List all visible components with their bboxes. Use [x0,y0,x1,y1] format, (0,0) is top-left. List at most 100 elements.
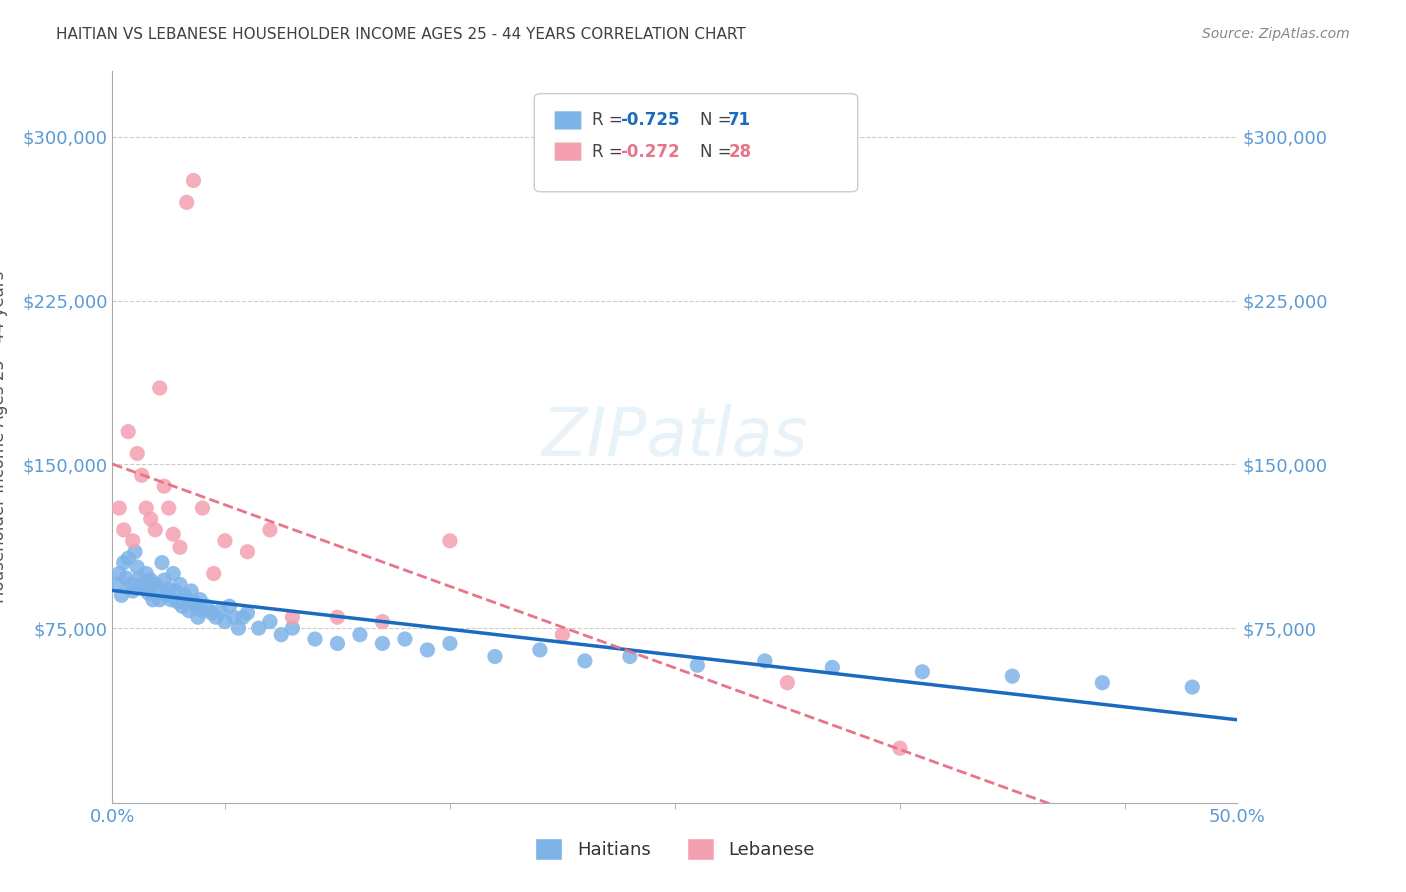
Point [110,588,132,602]
Point [160,592,183,607]
Point [131,577,153,591]
Point [108,501,131,516]
Point [155,588,177,602]
Point [142,592,165,607]
Point [149,592,172,607]
Text: R =: R = [592,143,628,161]
Point [187,610,209,624]
Point [394,632,416,646]
Point [619,649,641,664]
Point [259,615,281,629]
Point [162,566,184,581]
Point [166,595,188,609]
Point [169,577,191,591]
Point [172,599,194,614]
Text: 28: 28 [728,143,751,161]
Point [214,615,236,629]
Point [157,582,180,596]
Point [1181,680,1204,694]
Point [128,571,150,585]
Point [124,545,146,559]
Point [153,479,176,493]
Point [439,636,461,650]
Point [162,527,184,541]
Point [135,501,157,516]
Point [176,195,198,210]
Point [209,604,232,618]
Point [247,621,270,635]
Point [165,584,187,599]
Point [371,615,394,629]
Point [236,545,259,559]
Point [574,654,596,668]
Point [117,425,139,439]
Point [157,501,180,516]
Point [149,381,172,395]
Point [108,566,131,581]
Legend: Haitians, Lebanese: Haitians, Lebanese [529,830,821,867]
Point [686,658,709,673]
Point [270,628,292,642]
Point [139,573,162,587]
Point [131,468,153,483]
Point [127,446,149,460]
Point [143,523,166,537]
Point [214,533,236,548]
Point [439,533,461,548]
Point [889,741,911,756]
Point [326,610,349,624]
Point [1091,675,1114,690]
Point [176,592,198,607]
Point [139,512,162,526]
Point [115,571,138,585]
Point [416,643,439,657]
Point [529,643,551,657]
Text: N =: N = [700,112,737,129]
Point [183,173,205,187]
Text: -0.725: -0.725 [620,112,679,129]
Point [218,599,240,614]
Point [169,541,191,555]
Point [180,584,202,599]
Point [132,582,155,596]
Point [304,632,326,646]
Point [105,577,128,591]
Point [281,621,304,635]
Point [754,654,776,668]
Point [183,595,205,609]
Point [371,636,394,650]
Point [911,665,934,679]
Point [349,628,371,642]
Point [188,592,211,607]
Point [222,610,245,624]
Point [121,584,143,599]
Point [117,551,139,566]
Text: Source: ZipAtlas.com: Source: ZipAtlas.com [1202,27,1350,41]
Point [173,588,195,602]
Point [200,606,222,620]
Point [138,586,160,600]
Point [484,649,506,664]
Point [236,606,259,620]
Point [232,610,254,624]
Point [821,660,844,674]
Point [191,501,214,516]
Point [281,610,304,624]
Point [120,577,142,591]
Point [153,573,176,587]
Point [184,599,207,614]
Text: -0.272: -0.272 [620,143,679,161]
Point [1001,669,1024,683]
Point [191,604,214,618]
Point [202,566,225,581]
Point [135,566,157,581]
Point [205,610,228,624]
Text: 71: 71 [728,112,751,129]
Point [551,628,574,642]
Point [112,556,135,570]
Point [143,577,166,591]
Text: HAITIAN VS LEBANESE HOUSEHOLDER INCOME AGES 25 - 44 YEARS CORRELATION CHART: HAITIAN VS LEBANESE HOUSEHOLDER INCOME A… [56,27,747,42]
Point [776,675,799,690]
Point [121,533,143,548]
Point [150,556,173,570]
